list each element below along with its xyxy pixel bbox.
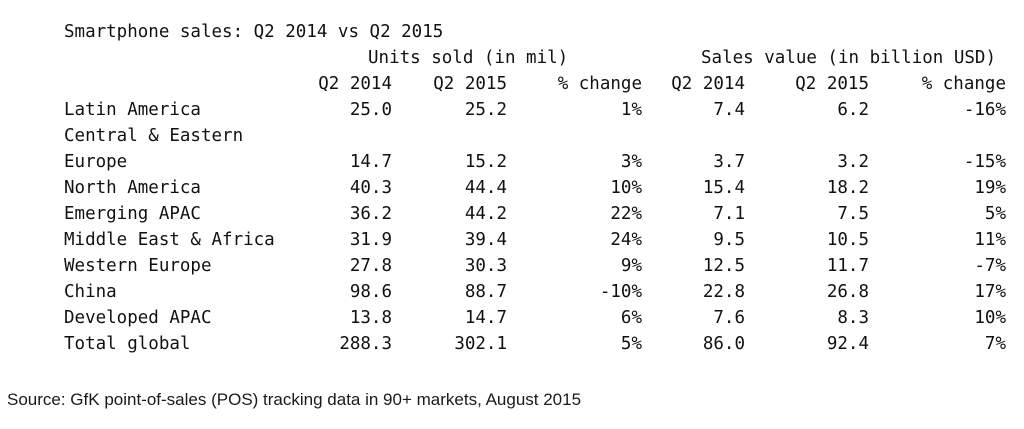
units-q2-2015-cell: 44.4 — [464, 178, 507, 198]
units-change-cell: 24% — [610, 230, 642, 250]
sales-change-cell: 7% — [984, 334, 1006, 354]
units-q2-2015-cell: 88.7 — [464, 282, 507, 302]
sales-q2-2014-cell: 7.6 — [713, 308, 745, 328]
units-q2-2014-cell — [297, 123, 392, 149]
sales-change-cell — [869, 123, 1006, 149]
sales-q2-2015-cell: 92.4 — [826, 334, 869, 354]
sales-q2-2014-cell: 3.7 — [713, 152, 745, 172]
units-q2-2014-cell: 31.9 — [349, 230, 392, 250]
sales-change-cell: 10% — [974, 308, 1006, 328]
units-change-cell: 22% — [610, 204, 642, 224]
sales-change-cell: 19% — [974, 178, 1006, 198]
sales-q2-2015-cell: 18.2 — [826, 178, 869, 198]
units-change-cell: 1% — [620, 100, 642, 120]
table-row: Central & Eastern — [64, 123, 1006, 149]
sales-q2-2015-header: Q2 2015 — [795, 74, 869, 94]
sales-q2-2015-cell: 7.5 — [837, 204, 869, 224]
units-change-cell — [507, 123, 642, 149]
sales-table: Q2 2014 Q2 2015 % change Q2 2014 Q2 2015… — [64, 71, 1006, 357]
units-q2-2015-cell: 15.2 — [464, 152, 507, 172]
sales-q2-2015-cell: 10.5 — [826, 230, 869, 250]
units-change-cell: 3% — [620, 152, 642, 172]
units-q2-2015-cell: 25.2 — [464, 100, 507, 120]
units-q2-2015-header: Q2 2015 — [433, 74, 507, 94]
table-row: North America 40.3 44.4 10% 15.4 18.2 19… — [64, 175, 1006, 201]
units-q2-2014-cell: 14.7 — [349, 152, 392, 172]
sales-q2-2014-header: Q2 2014 — [671, 74, 745, 94]
region-cell: Central & Eastern — [64, 126, 244, 146]
table-row: Europe 14.7 15.2 3% 3.7 3.2 -15% — [64, 149, 1006, 175]
sales-q2-2014-cell: 7.4 — [713, 100, 745, 120]
sales-q2-2014-cell: 9.5 — [713, 230, 745, 250]
table-row: China 98.6 88.7 -10% 22.8 26.8 17% — [64, 279, 1006, 305]
units-q2-2014-cell: 98.6 — [349, 282, 392, 302]
units-change-cell: -10% — [599, 282, 642, 302]
units-change-cell: 9% — [620, 256, 642, 276]
table-row: Middle East & Africa 31.9 39.4 24% 9.5 1… — [64, 227, 1006, 253]
table-row: Western Europe 27.8 30.3 9% 12.5 11.7 -7… — [64, 253, 1006, 279]
sales-q2-2014-cell: 12.5 — [702, 256, 745, 276]
region-cell: Latin America — [64, 100, 201, 120]
sales-change-cell: 5% — [984, 204, 1006, 224]
units-change-cell: 5% — [620, 334, 642, 354]
sales-q2-2015-cell — [745, 123, 869, 149]
region-column-header — [64, 71, 297, 97]
units-q2-2014-cell: 13.8 — [349, 308, 392, 328]
sales-q2-2014-cell: 15.4 — [702, 178, 745, 198]
region-cell: North America — [64, 178, 201, 198]
table-title: Smartphone sales: Q2 2014 vs Q2 2015 — [64, 22, 444, 42]
units-q2-2015-cell — [392, 123, 507, 149]
units-q2-2014-header: Q2 2014 — [318, 74, 392, 94]
units-q2-2015-cell: 44.2 — [464, 204, 507, 224]
units-change-cell: 10% — [610, 178, 642, 198]
column-header-row: Q2 2014 Q2 2015 % change Q2 2014 Q2 2015… — [64, 71, 1006, 97]
units-q2-2015-cell: 30.3 — [464, 256, 507, 276]
table-row: Developed APAC 13.8 14.7 6% 7.6 8.3 10% — [64, 305, 1006, 331]
units-sold-group-header: Units sold (in mil) — [368, 48, 569, 68]
table-row: Latin America 25.0 25.2 1% 7.4 6.2 -16% — [64, 97, 1006, 123]
sales-q2-2014-cell: 86.0 — [702, 334, 745, 354]
region-cell: China — [64, 282, 117, 302]
units-change-header: % change — [557, 74, 642, 94]
region-cell: Emerging APAC — [64, 204, 201, 224]
sales-q2-2014-cell: 7.1 — [713, 204, 745, 224]
sales-q2-2015-cell: 26.8 — [826, 282, 869, 302]
table-row: Emerging APAC 36.2 44.2 22% 7.1 7.5 5% — [64, 201, 1006, 227]
units-q2-2014-cell: 27.8 — [349, 256, 392, 276]
table-row-total: Total global 288.3 302.1 5% 86.0 92.4 7% — [64, 331, 1006, 357]
source-note: Source: GfK point-of-sales (POS) trackin… — [7, 390, 582, 409]
region-cell: Total global — [64, 334, 191, 354]
units-q2-2014-cell: 40.3 — [349, 178, 392, 198]
sales-q2-2015-cell: 11.7 — [826, 256, 869, 276]
units-q2-2014-cell: 288.3 — [339, 334, 392, 354]
units-q2-2014-cell: 36.2 — [349, 204, 392, 224]
sales-q2-2015-cell: 8.3 — [837, 308, 869, 328]
sales-q2-2014-cell: 22.8 — [702, 282, 745, 302]
units-q2-2015-cell: 39.4 — [464, 230, 507, 250]
sales-change-header: % change — [921, 74, 1006, 94]
region-cell: Western Europe — [64, 256, 212, 276]
sales-change-cell: 17% — [974, 282, 1006, 302]
region-cell: Middle East & Africa — [64, 230, 275, 250]
sales-q2-2015-cell: 3.2 — [837, 152, 869, 172]
sales-q2-2014-cell — [642, 123, 745, 149]
units-change-cell: 6% — [620, 308, 642, 328]
sales-change-cell: -16% — [963, 100, 1006, 120]
sales-value-group-header: Sales value (in billion USD) — [701, 48, 997, 68]
sales-change-cell: 11% — [974, 230, 1006, 250]
sales-change-cell: -7% — [974, 256, 1006, 276]
sales-q2-2015-cell: 6.2 — [837, 100, 869, 120]
units-q2-2015-cell: 14.7 — [464, 308, 507, 328]
region-cell: Europe — [64, 152, 128, 172]
units-q2-2015-cell: 302.1 — [454, 334, 507, 354]
units-q2-2014-cell: 25.0 — [349, 100, 392, 120]
sales-change-cell: -15% — [963, 152, 1006, 172]
region-cell: Developed APAC — [64, 308, 212, 328]
